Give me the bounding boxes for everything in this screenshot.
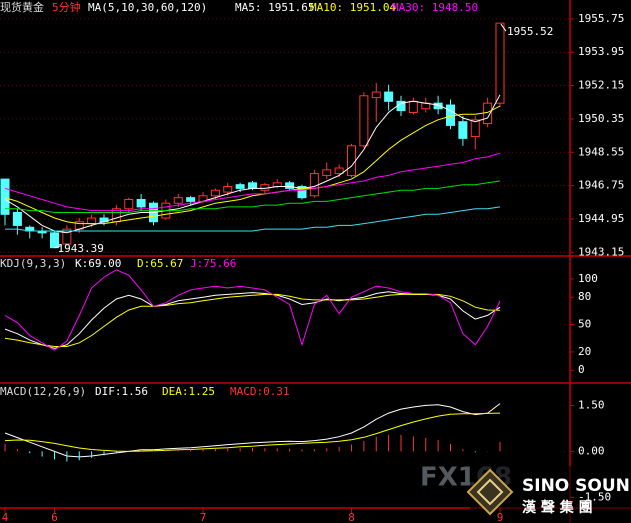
legend-entry: MA5: 1951.65 bbox=[235, 1, 314, 14]
candle-body bbox=[12, 211, 22, 226]
legend-entry: MACD:0.31 bbox=[230, 385, 290, 398]
logo-text: SINO SOUND bbox=[522, 476, 631, 496]
x-tick-label: 8 bbox=[348, 511, 355, 523]
candle-body bbox=[210, 189, 220, 197]
series-line bbox=[4, 293, 501, 347]
candle-body bbox=[62, 228, 72, 245]
series-line bbox=[4, 94, 501, 234]
candle-body bbox=[470, 119, 480, 138]
series-line bbox=[4, 269, 501, 351]
series-line bbox=[4, 152, 501, 212]
series-line bbox=[4, 403, 501, 458]
annotation-leader bbox=[500, 23, 507, 32]
candle-body bbox=[322, 169, 332, 176]
panel-title: 现货黄金 bbox=[0, 0, 44, 14]
annotation-leader bbox=[54, 245, 61, 249]
legend-entry: D:65.67 bbox=[137, 257, 183, 270]
x-tick-label: 4 bbox=[2, 511, 9, 523]
annotation: 1943.39 bbox=[58, 242, 104, 255]
logo-diamond bbox=[466, 468, 514, 516]
candle-body bbox=[371, 91, 381, 99]
panel-period: 5分钟 bbox=[52, 0, 81, 14]
panel-title: MACD(12,26,9) bbox=[0, 385, 86, 398]
candle-body bbox=[347, 145, 356, 176]
legend-entry: K:69.00 bbox=[75, 257, 121, 270]
series-line bbox=[4, 412, 501, 452]
x-tick-label: 9 bbox=[497, 511, 504, 523]
candle-body bbox=[433, 102, 443, 110]
legend-entry: DIF:1.56 bbox=[95, 385, 148, 398]
candle-body bbox=[87, 217, 97, 225]
candle-body bbox=[0, 178, 10, 215]
y-tick-label: 0 bbox=[578, 363, 585, 376]
series-line bbox=[5, 180, 501, 213]
candle-body bbox=[173, 197, 183, 204]
x-tick-label: 6 bbox=[51, 511, 58, 523]
candle-body bbox=[359, 95, 369, 147]
candle-body bbox=[235, 184, 245, 189]
candle-body bbox=[124, 199, 134, 210]
candle-body bbox=[186, 197, 196, 202]
series-line bbox=[4, 291, 501, 349]
y-tick-label: 1952.15 bbox=[578, 79, 624, 92]
candle-body bbox=[260, 184, 270, 191]
y-tick-label: 0.00 bbox=[578, 444, 605, 457]
legend-entry: MA10: 1951.04 bbox=[310, 1, 396, 14]
y-tick-label: 1.50 bbox=[578, 398, 605, 411]
candle-body bbox=[408, 100, 418, 113]
y-tick-label: 50 bbox=[578, 318, 591, 331]
candle-body bbox=[297, 186, 307, 199]
y-tick-label: 80 bbox=[578, 290, 591, 303]
candle-body bbox=[223, 186, 233, 193]
candle-body bbox=[272, 182, 282, 188]
candle-body bbox=[309, 173, 319, 197]
panel-title: KDJ(9,3,3) bbox=[0, 257, 66, 270]
y-tick-label: 20 bbox=[578, 345, 591, 358]
y-tick-label: 1948.55 bbox=[578, 145, 624, 158]
y-tick-label: 1946.75 bbox=[578, 179, 624, 192]
legend-entry: J:75.66 bbox=[190, 257, 236, 270]
y-tick-label: -1.50 bbox=[578, 490, 611, 503]
annotation: 1955.52 bbox=[507, 25, 553, 38]
legend-entry: MA30: 1948.50 bbox=[392, 1, 478, 14]
logo-subtext: 漢 聲 集 團 bbox=[522, 499, 593, 516]
candle-body bbox=[384, 91, 394, 102]
panel-indicator: MA(5,10,30,60,120) bbox=[88, 1, 207, 14]
y-tick-label: 1950.35 bbox=[578, 112, 624, 125]
y-tick-label: 1955.75 bbox=[578, 12, 624, 25]
y-tick-label: 1944.95 bbox=[578, 212, 624, 225]
logo-diamond-inner bbox=[476, 478, 504, 506]
candle-body bbox=[136, 199, 146, 208]
candle-body bbox=[285, 182, 295, 189]
y-tick-label: 1943.15 bbox=[578, 245, 624, 258]
series-line bbox=[5, 206, 501, 232]
candle-body bbox=[334, 167, 344, 175]
y-tick-label: 1953.95 bbox=[578, 45, 624, 58]
x-tick-label: 7 bbox=[200, 511, 207, 523]
series-line bbox=[4, 105, 501, 225]
candle-body bbox=[458, 121, 468, 139]
candle-body bbox=[495, 22, 505, 104]
candle-body bbox=[248, 182, 257, 189]
y-tick-label: 100 bbox=[578, 272, 598, 285]
legend-entry: DEA:1.25 bbox=[162, 385, 215, 398]
